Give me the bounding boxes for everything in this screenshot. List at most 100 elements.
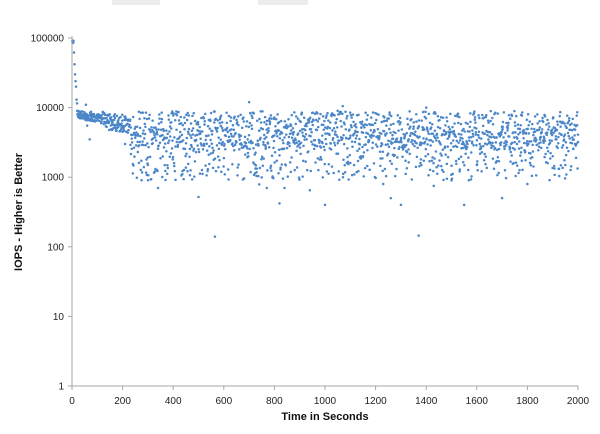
data-point (526, 112, 530, 116)
data-point (506, 129, 509, 132)
data-point (537, 142, 540, 145)
data-point (220, 170, 223, 173)
data-point (191, 114, 194, 118)
data-point (283, 120, 287, 123)
data-point (319, 146, 323, 149)
data-point (461, 146, 465, 150)
data-point (378, 134, 381, 138)
data-point (166, 166, 170, 170)
data-point (311, 143, 314, 146)
data-point (323, 203, 327, 207)
data-point (503, 168, 507, 172)
data-point (529, 152, 532, 155)
data-point (454, 135, 458, 138)
data-point (144, 171, 148, 174)
data-point (445, 162, 449, 166)
data-point (163, 142, 167, 145)
data-point (268, 120, 272, 124)
data-point (431, 140, 435, 143)
data-point (366, 148, 369, 152)
data-point (213, 110, 216, 113)
data-point (331, 129, 334, 132)
data-point (313, 138, 317, 142)
data-point (366, 164, 369, 168)
data-point (198, 125, 201, 129)
data-point (156, 186, 160, 190)
data-point (504, 131, 507, 135)
data-point (392, 122, 395, 126)
data-point (408, 127, 411, 130)
data-point (478, 152, 482, 156)
data-point (120, 113, 124, 117)
data-point (183, 121, 187, 125)
data-point (312, 119, 315, 122)
data-point (499, 143, 502, 147)
data-point (433, 129, 437, 133)
data-point (557, 142, 560, 145)
data-point (360, 122, 363, 126)
data-point (278, 137, 282, 140)
data-point (327, 119, 330, 122)
data-point (323, 119, 326, 123)
data-point (178, 130, 182, 134)
data-point (273, 150, 277, 154)
x-tick-label: 1600 (466, 396, 489, 407)
data-point (208, 162, 211, 166)
data-point (565, 146, 569, 150)
data-point (229, 116, 233, 119)
data-point (559, 110, 562, 114)
data-point (190, 136, 193, 139)
data-point (500, 196, 504, 200)
data-point (233, 115, 236, 118)
data-point (346, 160, 350, 164)
data-point (480, 113, 484, 117)
data-point (542, 137, 546, 140)
data-point (438, 118, 441, 122)
data-point (167, 139, 171, 142)
data-point (483, 132, 487, 135)
data-point (205, 174, 208, 177)
data-point (387, 127, 391, 131)
data-point (148, 155, 152, 159)
data-point (88, 138, 91, 141)
data-point (522, 141, 526, 145)
data-point (166, 164, 169, 167)
data-point (465, 147, 468, 151)
data-point (202, 117, 206, 120)
data-point (575, 142, 578, 145)
data-point (109, 116, 113, 119)
data-point (341, 136, 344, 140)
data-point (428, 159, 431, 163)
data-point (403, 135, 407, 139)
data-point (85, 124, 89, 127)
data-point (328, 133, 331, 137)
data-point (180, 133, 184, 137)
data-point (322, 123, 325, 127)
data-point (385, 124, 388, 127)
data-point (526, 182, 529, 186)
data-point (554, 135, 558, 138)
data-point (418, 165, 421, 168)
data-point (113, 112, 117, 116)
data-point (370, 133, 373, 137)
data-point (381, 157, 384, 160)
data-point (383, 119, 386, 123)
data-point (267, 146, 271, 149)
data-point (394, 131, 397, 135)
data-point (188, 155, 191, 158)
data-point (542, 141, 545, 144)
data-point (559, 125, 562, 128)
data-point (451, 172, 454, 176)
data-point (546, 146, 549, 149)
data-point (571, 117, 574, 121)
data-point (250, 124, 253, 127)
data-point (421, 110, 425, 114)
data-point (401, 155, 404, 159)
data-point (458, 168, 462, 171)
data-point (145, 158, 148, 161)
data-point (537, 149, 540, 152)
data-point (122, 129, 126, 133)
data-point (476, 169, 479, 172)
data-point (400, 141, 403, 144)
data-point (196, 120, 200, 124)
